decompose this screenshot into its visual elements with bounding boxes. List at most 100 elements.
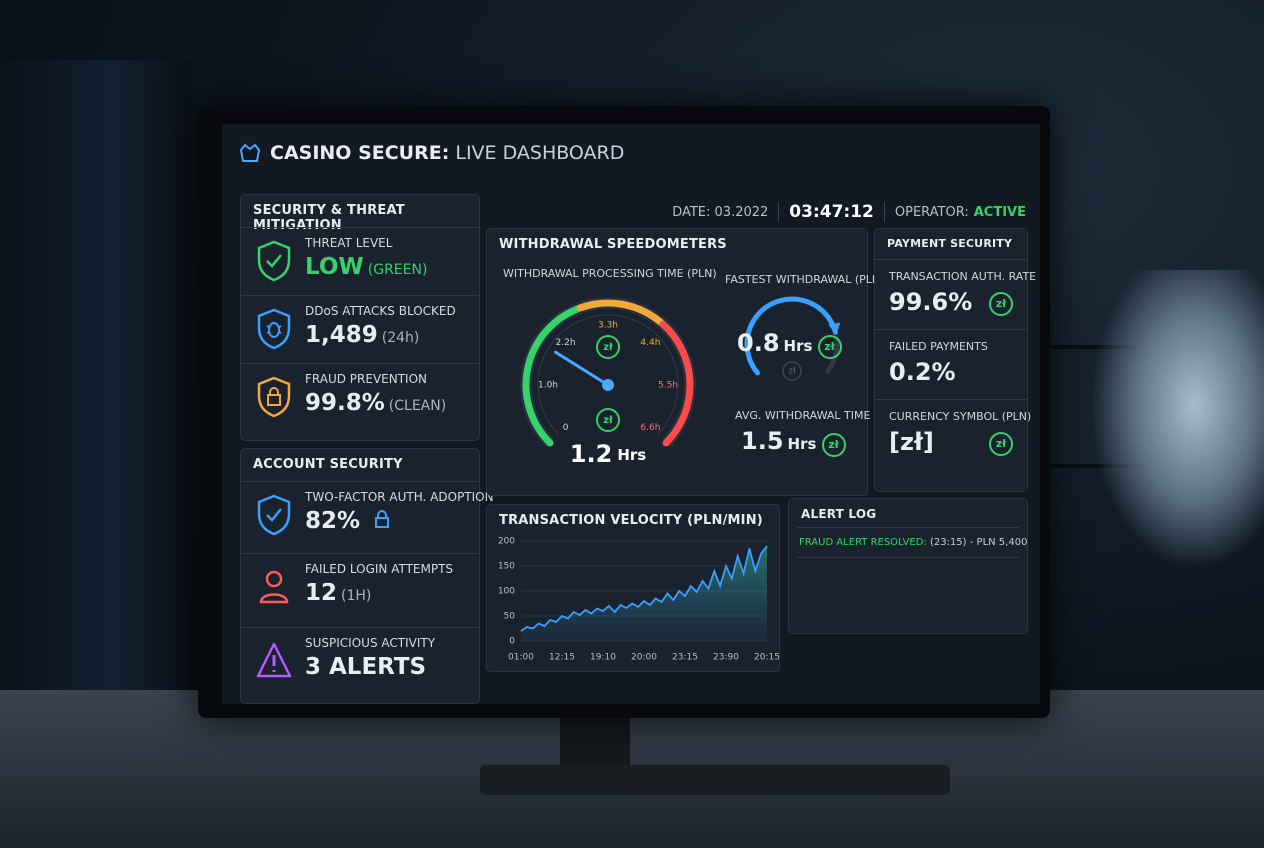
velocity-panel: TRANSACTION VELOCITY (PLN/MIN) 0 50 100 150…: [486, 504, 780, 672]
item-value: 1,489 (24h): [305, 322, 419, 348]
panel-title: PAYMENT SECURITY: [887, 237, 1013, 250]
gauge-tick-label: 6.6h: [640, 423, 660, 433]
payment-item: CURRENCY SYMBOL (PLN) [zł] zł: [875, 399, 1031, 470]
alert-detail: (23:15) - PLN 5,400: [929, 537, 1028, 548]
value-text: 1.2: [570, 440, 613, 468]
item-value: 3 ALERTS: [305, 654, 427, 680]
x-tick-label: 20:00: [631, 653, 657, 663]
gauge-inner: [537, 314, 679, 435]
currency-icon: zł: [603, 342, 613, 353]
divider: [797, 527, 1019, 528]
currency-icon: zł: [989, 292, 1013, 316]
background-person: [1090, 270, 1264, 570]
lock-shield-icon: [257, 376, 291, 418]
logo-icon: [239, 143, 261, 162]
gauge-tick-label: 3.3h: [598, 321, 618, 331]
area: [521, 546, 767, 641]
divider: [239, 143, 261, 162]
item-value: 0.2%: [889, 358, 956, 386]
dashboard-title: CASINO SECURE: LIVE DASHBOARD: [270, 142, 624, 164]
item-label: FRAUD PREVENTION: [305, 372, 428, 386]
gauge-segment: [659, 320, 694, 447]
x-tick-label: 23:15: [672, 653, 698, 663]
divider: [256, 642, 292, 678]
item-label: SUSPICIOUS ACTIVITY: [305, 636, 436, 650]
alert-panel: ALERT LOG FRAUD ALERT RESOLVED: (23:15) …: [788, 498, 1028, 634]
item-value: 99.6%: [889, 288, 973, 316]
item-label: CURRENCY SYMBOL (PLN): [889, 410, 1032, 423]
server-rack: [0, 60, 190, 760]
currency-icon: zł: [603, 415, 613, 426]
clock: 03:47:12: [789, 202, 874, 222]
item-label: FAILED LOGIN ATTEMPTS: [305, 562, 454, 576]
divider: [257, 240, 291, 282]
divider: [797, 557, 1019, 558]
lock-icon: [375, 510, 390, 528]
gauge-tick-label: 2.2h: [556, 338, 576, 348]
item-value: 99.8% (CLEAN): [305, 390, 446, 416]
ddos-item: DDoS ATTACKS BLOCKED 1,489 (24h): [241, 295, 479, 362]
gauge-title: WITHDRAWAL PROCESSING TIME (PLN): [503, 267, 717, 280]
value-unit: Hrs: [787, 435, 817, 453]
value-text: LOW: [305, 254, 364, 280]
value-note: (GREEN): [367, 262, 428, 278]
average-value: 1.5 Hrs zł: [741, 427, 846, 457]
item-value: 82%: [305, 508, 390, 534]
divider: [375, 517, 390, 528]
divider: [266, 254, 282, 268]
divider: [266, 508, 282, 522]
currency-icon-ring: [596, 408, 620, 432]
gauge-arc: [744, 296, 838, 376]
value-text: 99.8%: [305, 390, 385, 416]
divider: [269, 387, 279, 395]
item-value: LOW (GREEN): [305, 254, 427, 280]
divider: [268, 322, 280, 338]
value-note: (1H): [341, 588, 372, 604]
shield-icon: [257, 494, 291, 536]
value-unit: Hrs: [617, 446, 646, 464]
twofactor-item: TWO-FACTOR AUTH. ADOPTION 82%: [241, 481, 494, 554]
gauge-value: 1.2 Hrs: [570, 440, 646, 468]
value-text: 82%: [305, 508, 361, 534]
dashboard: CASINO SECURE: LIVE DASHBOARD DATE: 03.2…: [222, 124, 1040, 704]
gauge-hub: [602, 379, 614, 391]
currency-icon: zł: [817, 334, 842, 359]
currency-icon-ring: [596, 335, 620, 359]
x-tick-label: 23:90: [713, 653, 739, 663]
speedometer-panel: WITHDRAWAL SPEEDOMETERS WITHDRAWAL PROCE…: [486, 228, 884, 496]
gauge-tick-label: 1.0h: [538, 381, 558, 391]
gauge-segment: [576, 299, 665, 326]
fraud-item: FRAUD PREVENTION 99.8% (CLEAN): [241, 363, 479, 430]
threat-panel: SECURITY & THREAT MITIGATION THREAT LEVE…: [240, 194, 480, 441]
gauge-tick-label: 4.4h: [640, 338, 660, 348]
average-title: AVG. WITHDRAWAL TIME: [735, 409, 871, 422]
bug-shield-icon: [257, 308, 291, 350]
item-label: TRANSACTION AUTH. RATE: [889, 270, 1037, 283]
operator-status: ACTIVE: [973, 204, 1026, 220]
item-value: [zł]: [889, 428, 934, 456]
login-item: FAILED LOGIN ATTEMPTS 12 (1H): [241, 553, 479, 628]
y-tick-label: 50: [504, 612, 516, 622]
panel-title: WITHDRAWAL SPEEDOMETERS: [499, 237, 727, 252]
alert-entry: FRAUD ALERT RESOLVED: (23:15) - PLN 5,40…: [799, 537, 1027, 548]
status-bar: DATE: 03.2022 03:47:12 OPERATOR: ACTIVE: [672, 202, 1026, 222]
threat-item: THREAT LEVEL LOW (GREEN): [241, 227, 479, 294]
user-icon: [259, 570, 289, 604]
title-bold: CASINO SECURE:: [270, 142, 450, 164]
value-text: 12: [305, 580, 338, 606]
divider: [883, 202, 885, 222]
date: DATE: 03.2022: [672, 204, 769, 220]
value-note: (24h): [381, 330, 420, 346]
speedometer: 0 1.0h 2.2h 3.3h 4.4h 5.5h 6.6h zł zł 1.2 Hrs: [520, 297, 696, 468]
item-label: DDoS ATTACKS BLOCKED: [305, 304, 456, 318]
panel-title: SECURITY & THREAT MITIGATION: [253, 203, 405, 233]
item-label: FAILED PAYMENTS: [889, 340, 988, 353]
account-panel: ACCOUNT SECURITY TWO-FACTOR AUTH. ADOPTI…: [240, 448, 494, 704]
payment-item: TRANSACTION AUTH. RATE 99.6% zł: [875, 259, 1036, 330]
value-note: (CLEAN): [388, 398, 447, 414]
value-text: 1,489: [305, 322, 378, 348]
item-label: TWO-FACTOR AUTH. ADOPTION: [305, 490, 494, 504]
currency-icon-ring: [782, 361, 802, 381]
gauge-arrow: [828, 322, 841, 335]
panel-title: ALERT LOG: [801, 507, 877, 521]
